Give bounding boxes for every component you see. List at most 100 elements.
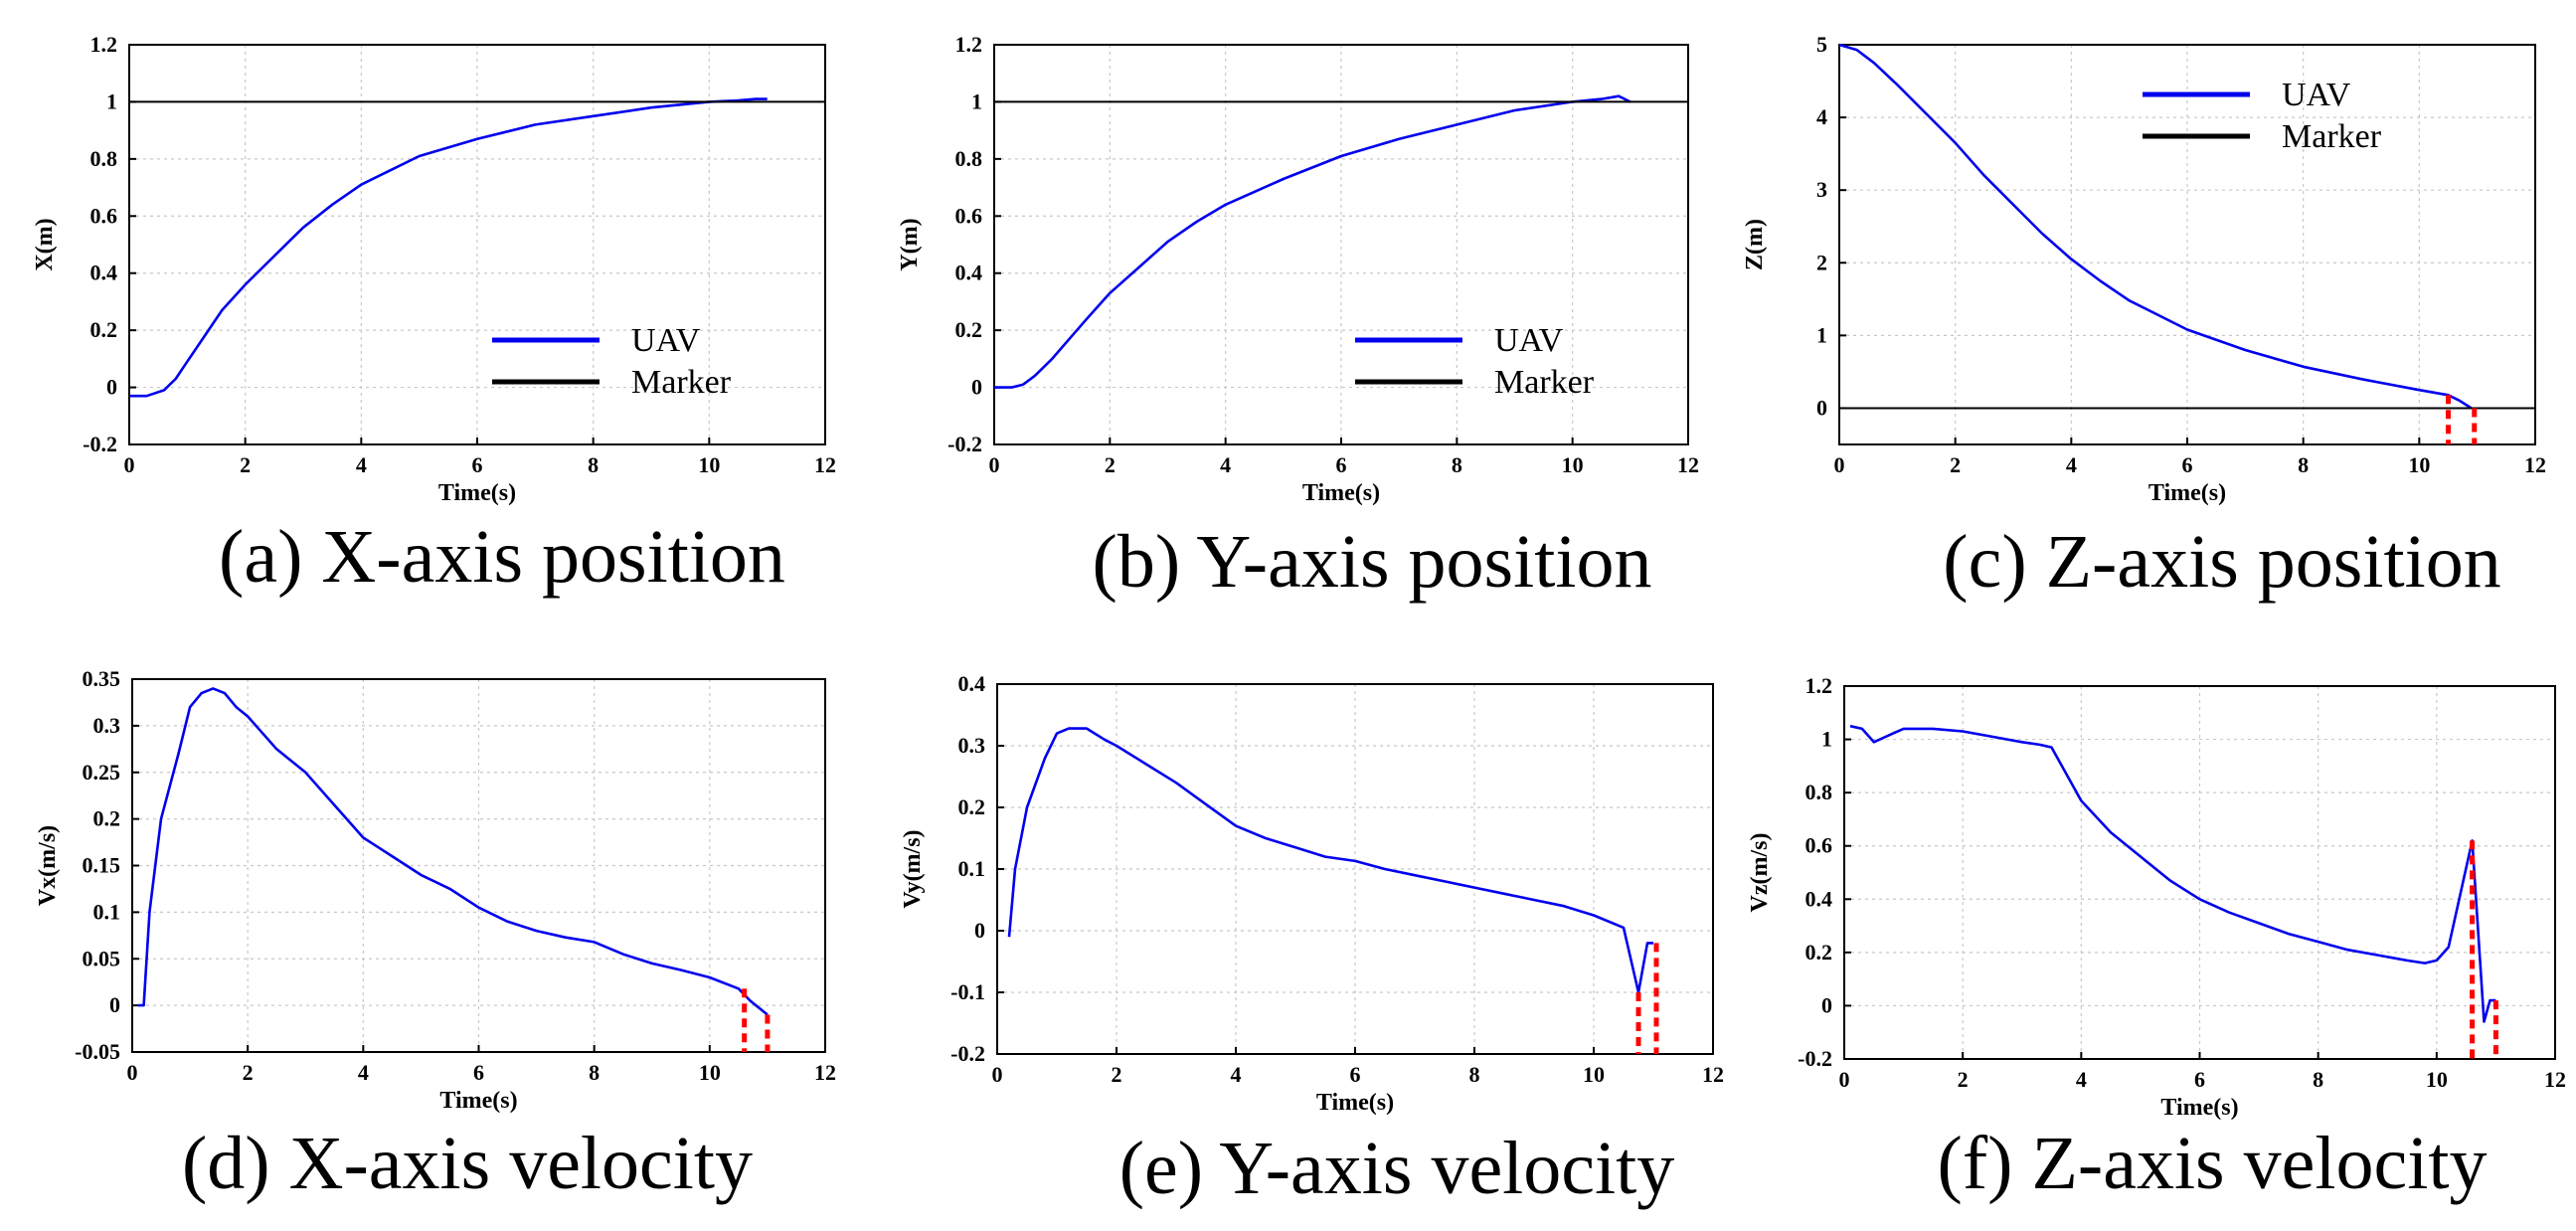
x-tick-label: 0 xyxy=(989,452,1000,477)
chart-panel-d: 0 2 4 6 8 10 12 -0.05 0 0.05 0.1 0.15 0.2 0.25 0.3 0.35… xyxy=(35,666,836,1205)
y-tick-label: 0 xyxy=(106,375,117,400)
x-tick-label: 2 xyxy=(1958,1067,1969,1092)
panel-caption: (d) X-axis velocity xyxy=(182,1122,753,1205)
x-tick-label: 8 xyxy=(1452,452,1462,477)
y-tick-label: 0.1 xyxy=(93,899,121,924)
y-tick-label: 0.15 xyxy=(83,853,121,878)
legend-label-marker: Marker xyxy=(2282,118,2382,155)
x-tick-label: 2 xyxy=(243,1060,254,1085)
y-tick-label: 0.8 xyxy=(955,146,983,171)
series-line-uav xyxy=(1838,43,2473,410)
x-tick-label: 10 xyxy=(2426,1067,2448,1092)
y-tick-label: 0.6 xyxy=(1805,833,1833,858)
y-tick-label: 0.2 xyxy=(93,806,121,831)
y-axis-label: Y(m) xyxy=(897,218,923,270)
panel-caption: (a) X-axis position xyxy=(219,515,785,599)
y-tick-label: 0.6 xyxy=(90,203,118,228)
x-tick-label: 2 xyxy=(1950,452,1961,477)
x-tick-label: 10 xyxy=(698,452,720,477)
y-tick-label: 0.4 xyxy=(958,671,986,696)
x-tick-label: 6 xyxy=(1350,1062,1361,1087)
x-tick-label: 4 xyxy=(1231,1062,1242,1087)
x-tick-label: 8 xyxy=(589,1060,600,1085)
y-tick-label: 0.2 xyxy=(1805,940,1833,965)
y-tick-label: 0.6 xyxy=(955,203,983,228)
x-axis-label: Time(s) xyxy=(1302,480,1380,506)
x-tick-label: 8 xyxy=(2313,1067,2323,1092)
legend-label-uav: UAV xyxy=(1494,322,1564,359)
y-tick-label: 1.2 xyxy=(90,32,118,57)
x-tick-label: 12 xyxy=(2524,452,2546,477)
x-tick-label: 10 xyxy=(1583,1062,1605,1087)
y-tick-label: 5 xyxy=(1816,32,1827,57)
y-tick-label: 0.4 xyxy=(955,261,983,285)
y-axis-label: Vy(m/s) xyxy=(900,829,926,908)
x-tick-label: 4 xyxy=(1220,452,1231,477)
x-axis-label: Time(s) xyxy=(1316,1090,1394,1116)
y-axis-label: Z(m) xyxy=(1742,219,1768,270)
x-tick-label: 4 xyxy=(2076,1067,2087,1092)
y-tick-label: 2 xyxy=(1816,250,1827,274)
x-axis-label: Time(s) xyxy=(439,1088,517,1114)
x-tick-label: 0 xyxy=(127,1060,138,1085)
panel-caption: (f) Z-axis velocity xyxy=(1938,1122,2488,1205)
y-tick-label: 0 xyxy=(1816,395,1827,420)
y-axis-label: X(m) xyxy=(32,218,58,270)
y-tick-label: 1.2 xyxy=(955,32,983,57)
x-tick-label: 0 xyxy=(124,452,135,477)
panel-caption: (e) Y-axis velocity xyxy=(1119,1127,1675,1210)
y-tick-label: -0.2 xyxy=(83,432,117,456)
y-tick-label: -0.1 xyxy=(950,979,985,1004)
x-tick-label: 8 xyxy=(1469,1062,1480,1087)
x-tick-label: 0 xyxy=(1839,1067,1850,1092)
x-tick-label: 12 xyxy=(1702,1062,1724,1087)
series-line-uav xyxy=(994,94,1631,389)
y-tick-label: 0.4 xyxy=(1805,886,1833,911)
plot-frame xyxy=(1838,44,2536,445)
x-tick-label: 0 xyxy=(992,1062,1003,1087)
x-tick-label: 2 xyxy=(1112,1062,1122,1087)
series-line-uav xyxy=(1849,724,2496,1023)
y-axis-label: Vz(m/s) xyxy=(1747,833,1773,913)
y-tick-label: 0.05 xyxy=(83,946,121,970)
legend-label-marker: Marker xyxy=(631,364,732,401)
x-tick-label: 12 xyxy=(1677,452,1699,477)
x-tick-label: 6 xyxy=(1336,452,1347,477)
series-line-uav xyxy=(137,687,769,1016)
y-tick-label: -0.2 xyxy=(947,432,982,456)
y-tick-label: 0.3 xyxy=(958,733,986,758)
y-tick-label: 0.3 xyxy=(93,713,121,738)
x-axis-label: Time(s) xyxy=(2160,1095,2238,1121)
x-tick-label: 4 xyxy=(356,452,367,477)
y-tick-label: 1 xyxy=(106,88,117,113)
y-tick-label: 0.25 xyxy=(83,760,121,785)
x-tick-label: 6 xyxy=(2182,452,2193,477)
x-tick-label: 10 xyxy=(699,1060,721,1085)
y-tick-label: -0.05 xyxy=(75,1039,120,1064)
y-tick-label: 0.8 xyxy=(90,146,118,171)
y-tick-label: 0 xyxy=(971,375,982,400)
chart-panel-a: 0 2 4 6 8 10 12 -0.2 0 0.2 0.4 0.6 0.8 1 1.2 Time(s) X(m… xyxy=(32,32,836,599)
chart-panel-e: 0 2 4 6 8 10 12 -0.2 -0.1 0 0.1 0.2 0.3 0.4 Time(s) Vy(… xyxy=(900,671,1724,1210)
y-tick-label: 0 xyxy=(109,992,120,1017)
y-tick-label: -0.2 xyxy=(1798,1046,1832,1071)
y-tick-label: 3 xyxy=(1816,177,1827,202)
x-tick-label: 6 xyxy=(473,1060,484,1085)
x-tick-label: 6 xyxy=(472,452,483,477)
series-line-uav xyxy=(1007,727,1653,994)
legend-label-uav: UAV xyxy=(2282,77,2351,113)
x-tick-label: 4 xyxy=(358,1060,369,1085)
x-tick-label: 0 xyxy=(1834,452,1845,477)
y-tick-label: 0.8 xyxy=(1805,780,1833,804)
x-tick-label: 12 xyxy=(814,1060,836,1085)
x-tick-label: 2 xyxy=(240,452,251,477)
y-tick-label: 4 xyxy=(1816,104,1827,129)
x-tick-label: 10 xyxy=(2408,452,2430,477)
y-tick-label: 0.35 xyxy=(83,666,121,691)
x-tick-label: 12 xyxy=(2544,1067,2566,1092)
x-tick-label: 2 xyxy=(1105,452,1116,477)
y-axis-label: Vx(m/s) xyxy=(35,825,61,906)
chart-panel-b: 0 2 4 6 8 10 12 -0.2 0 0.2 0.4 0.6 0.8 1 1.2 Time(s) Y(m… xyxy=(897,32,1699,604)
chart-panel-f: 0 2 4 6 8 10 12 -0.2 0 0.2 0.4 0.6 0.8 1 1.2 Time(s) Vz(… xyxy=(1747,673,2566,1205)
